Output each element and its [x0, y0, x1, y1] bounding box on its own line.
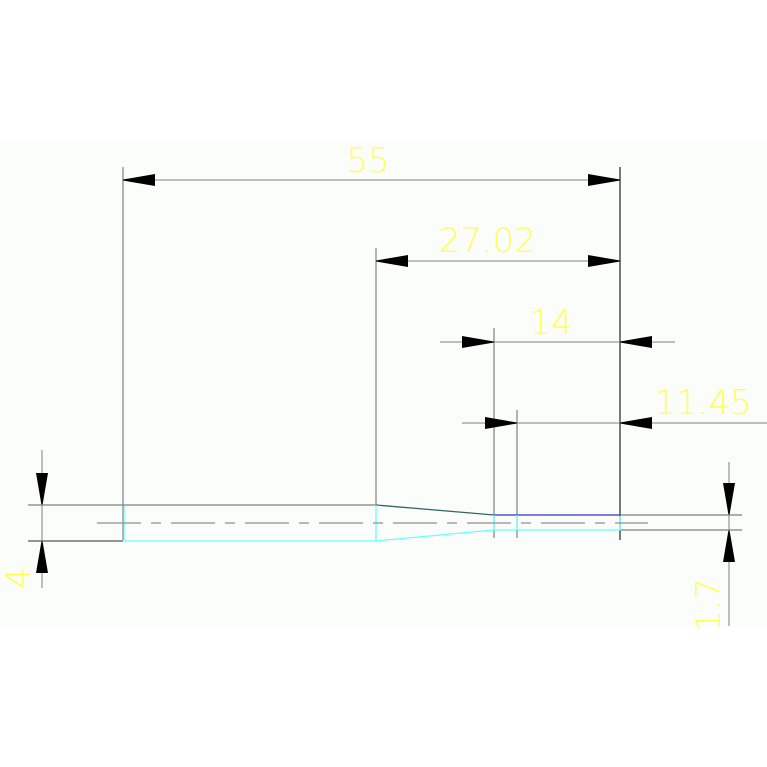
extension-lines [122, 167, 621, 540]
dimension-55: 55 [123, 141, 620, 186]
dimension-27-02: 27.02 [376, 221, 620, 267]
dim-text-4: 4 [0, 567, 39, 589]
dimension-14: 14 [440, 303, 675, 348]
part-outline [28, 504, 742, 542]
dim-text-11-45: 11.45 [654, 383, 751, 423]
dimension-4: 4 [0, 450, 48, 589]
drawing-area [0, 140, 767, 626]
dim-text-14: 14 [529, 303, 572, 343]
dim-text-1-7: 1.7 [689, 578, 729, 632]
dimension-1-7: 1.7 [689, 462, 735, 632]
dim-text-27-02: 27.02 [438, 221, 535, 261]
dimension-11-45: 11.45 [462, 383, 767, 429]
dim-text-55: 55 [346, 141, 389, 181]
